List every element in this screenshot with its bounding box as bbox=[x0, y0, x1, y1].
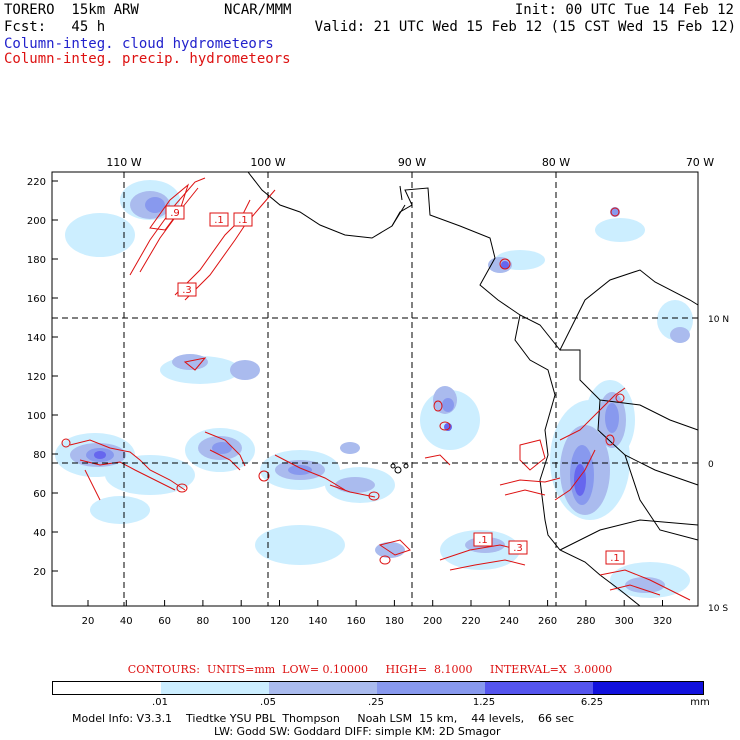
x-tick-label: 200 bbox=[423, 616, 442, 627]
lat-lon-grid bbox=[52, 172, 698, 606]
y-tick-label: 40 bbox=[33, 528, 46, 539]
box-label: .1 bbox=[610, 553, 620, 564]
box-label: .9 bbox=[170, 208, 180, 219]
lon-label: 70 W bbox=[686, 156, 714, 169]
forecast-map: .9 .1 .1 .3 .1 .3 .1 2202001801601401201… bbox=[27, 156, 729, 627]
contour-box-labels: .9 .1 .1 .3 .1 .3 .1 bbox=[165, 205, 625, 565]
forecast-hour: Fcst: 45 h bbox=[4, 19, 106, 35]
lon-label: 100 W bbox=[250, 156, 285, 169]
colorbar-label: .05 bbox=[260, 697, 276, 708]
y-tick-label: 60 bbox=[33, 489, 46, 500]
center-label: NCAR/MMM bbox=[224, 2, 292, 18]
x-tick-label: 300 bbox=[615, 616, 634, 627]
y-tick-label: 180 bbox=[27, 255, 46, 266]
longitude-labels: 110 W 100 W 90 W 80 W 70 W bbox=[106, 156, 714, 169]
map-frame bbox=[51, 171, 699, 607]
y-tick-label: 120 bbox=[27, 372, 46, 383]
x-tick-label: 220 bbox=[461, 616, 480, 627]
colorbar-label: 1.25 bbox=[472, 697, 496, 708]
colorbar-bin bbox=[593, 682, 703, 694]
x-tick-label: 100 bbox=[232, 616, 251, 627]
lon-label: 80 W bbox=[542, 156, 570, 169]
colorbar-label: .25 bbox=[368, 697, 384, 708]
y-tick-label: 100 bbox=[27, 411, 46, 422]
contours-info: CONTOURS: UNITS=mm LOW= 0.10000 HIGH= 8.… bbox=[127, 663, 613, 676]
lat-label: 10 N bbox=[708, 315, 729, 325]
colorbar-label: .01 bbox=[152, 697, 168, 708]
y-tick-label: 20 bbox=[33, 567, 46, 578]
cloud-shading bbox=[55, 180, 693, 598]
box-label: .1 bbox=[214, 215, 224, 226]
x-tick-label: 240 bbox=[500, 616, 519, 627]
y-tick-label: 80 bbox=[33, 450, 46, 461]
x-tick-label: 280 bbox=[576, 616, 595, 627]
x-tick-label: 80 bbox=[197, 616, 210, 627]
colorbar-bin bbox=[53, 682, 161, 694]
colorbar bbox=[52, 681, 704, 695]
lat-label: 0 bbox=[708, 460, 714, 470]
y-tick-label: 200 bbox=[27, 216, 46, 227]
model-title: TORERO 15km ARW bbox=[4, 2, 139, 18]
box-label: .3 bbox=[182, 285, 192, 296]
x-tick-label: 20 bbox=[82, 616, 95, 627]
map-background bbox=[52, 172, 698, 606]
x-tick-label: 140 bbox=[308, 616, 327, 627]
colorbar-bin bbox=[377, 682, 485, 694]
colorbar-bin bbox=[485, 682, 593, 694]
x-tick-label: 120 bbox=[270, 616, 289, 627]
field-label-cloud: Column-integ. cloud hydrometeors bbox=[4, 36, 274, 52]
valid-time: Valid: 21 UTC Wed 15 Feb 12 (15 CST Wed … bbox=[314, 19, 736, 35]
latitude-labels: 10 N 0 10 S bbox=[708, 315, 729, 614]
lon-label: 110 W bbox=[106, 156, 141, 169]
init-time: Init: 00 UTC Tue 14 Feb 12 bbox=[514, 2, 734, 18]
x-tick-label: 320 bbox=[653, 616, 672, 627]
x-tick-label: 60 bbox=[158, 616, 171, 627]
field-label-precip: Column-integ. precip. hydrometeors bbox=[4, 51, 291, 67]
coastlines bbox=[247, 171, 699, 607]
x-tick-label: 40 bbox=[120, 616, 133, 627]
lon-label: 90 W bbox=[398, 156, 426, 169]
y-tick-label: 140 bbox=[27, 333, 46, 344]
colorbar-label: 6.25 bbox=[580, 697, 604, 708]
lat-label: 10 S bbox=[708, 604, 728, 614]
box-label: .3 bbox=[513, 543, 523, 554]
x-axis: 20 40 60 80 100 120 140 160 180 200 220 240 260 280 30… bbox=[82, 600, 672, 627]
colorbar-bin bbox=[161, 682, 269, 694]
model-info: Model Info: V3.3.1 Tiedtke YSU PBL Thomp… bbox=[72, 712, 575, 725]
y-tick-label: 220 bbox=[27, 177, 46, 188]
x-tick-label: 160 bbox=[347, 616, 366, 627]
physics-info: LW: Godd SW: Goddard DIFF: simple KM: 2D… bbox=[214, 725, 501, 738]
colorbar-unit: mm bbox=[690, 697, 710, 708]
y-tick-label: 160 bbox=[27, 294, 46, 305]
box-label: .1 bbox=[238, 215, 248, 226]
y-axis: 220 200 180 160 140 120 100 80 60 40 20 bbox=[27, 177, 58, 578]
box-label: .1 bbox=[478, 535, 488, 546]
x-tick-label: 180 bbox=[385, 616, 404, 627]
colorbar-bin bbox=[269, 682, 377, 694]
x-tick-label: 260 bbox=[538, 616, 557, 627]
